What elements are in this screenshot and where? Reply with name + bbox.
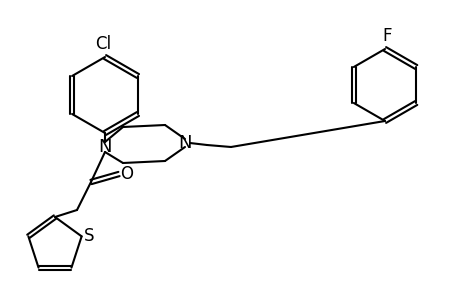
Text: O: O (120, 165, 133, 183)
Text: Cl: Cl (95, 35, 111, 53)
Text: F: F (381, 27, 391, 45)
Text: N: N (98, 138, 112, 156)
Text: N: N (178, 134, 191, 152)
Text: S: S (84, 227, 94, 245)
